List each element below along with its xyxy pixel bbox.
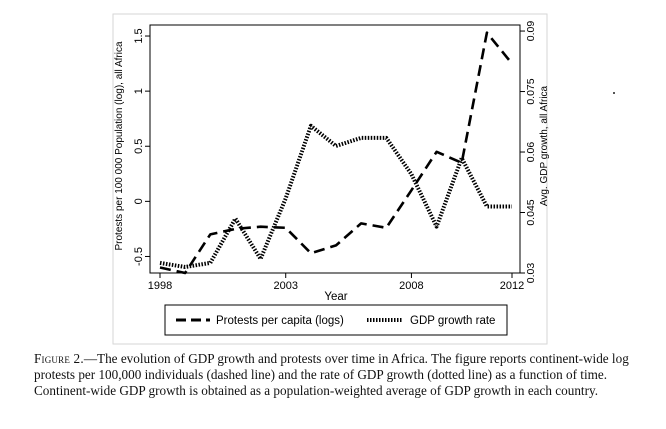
left-axis-tick-label: 0 (133, 198, 145, 204)
legend-label-protests: Protests per capita (logs) (216, 315, 344, 327)
caption-text: —The evolution of GDP growth and protest… (34, 351, 629, 398)
protests-series-line (159, 31, 514, 275)
legend: Protests per capita (logs) GDP growth ra… (164, 304, 508, 336)
chart-panel (112, 13, 548, 345)
x-axis-tick-label: 2008 (399, 280, 423, 292)
right-axis-tick-label: 0.045 (525, 199, 537, 225)
right-axis-tick-label: 0.075 (525, 78, 537, 104)
stray-mark (613, 92, 615, 94)
line-chart: -0.5 0 0.5 1 1.5 0.03 0.045 0.06 0.075 0.09 1998… (112, 13, 550, 345)
left-axis-tick-label: 1.5 (133, 28, 145, 43)
x-axis-label: Year (324, 291, 347, 303)
x-axis: 1998 2003 2008 2012 (148, 273, 524, 292)
legend-box (164, 304, 508, 336)
left-axis-tick-label: 0.5 (133, 139, 145, 154)
plot-area (149, 24, 521, 274)
x-axis-tick-label: 1998 (148, 280, 172, 292)
right-axis: 0.03 0.045 0.06 0.075 0.09 (520, 21, 537, 284)
right-axis-tick-label: 0.03 (525, 263, 537, 284)
caption-figure-label: Figure 2. (34, 351, 84, 366)
right-axis-tick-label: 0.09 (525, 21, 537, 42)
gdp-growth-series-line (159, 123, 512, 269)
left-axis-tick-label: 1 (133, 88, 145, 94)
legend-label-gdp: GDP growth rate (410, 315, 495, 327)
left-axis-label: Protests per 100 000 Population (log), a… (114, 41, 125, 250)
x-axis-tick-label: 2003 (273, 280, 297, 292)
series-group (159, 31, 514, 275)
left-axis: -0.5 0 0.5 1 1.5 (133, 28, 150, 266)
left-axis-tick-label: -0.5 (133, 247, 145, 266)
right-axis-label: Avg. GDP growth, all Africa (539, 85, 550, 206)
figure-caption: Figure 2.—The evolution of GDP growth an… (34, 351, 634, 399)
right-axis-tick-label: 0.06 (525, 142, 537, 163)
x-axis-tick-label: 2012 (500, 280, 524, 292)
